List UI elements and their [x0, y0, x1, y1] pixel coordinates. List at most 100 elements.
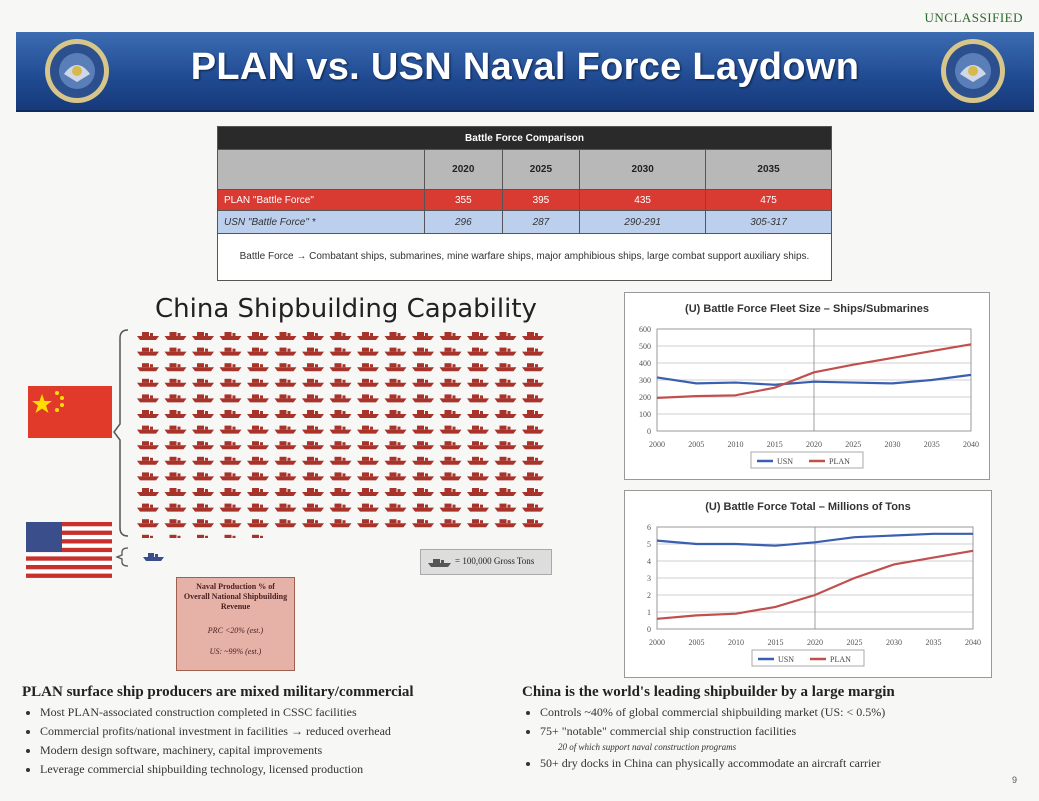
y-tick-label: 0	[647, 427, 651, 436]
china-ship-icon	[247, 410, 269, 418]
bullet-item: 75+ "notable" commercial ship constructi…	[540, 722, 1017, 741]
china-ship-icon	[219, 410, 242, 418]
left-bullets-section: PLAN surface ship producers are mixed mi…	[22, 684, 512, 779]
china-ship-icon	[412, 394, 434, 403]
china-ship-icon	[137, 472, 159, 481]
china-ship-icon	[247, 472, 269, 481]
china-ship-icon	[412, 519, 434, 528]
china-ship-icon	[219, 456, 242, 465]
title-banner: PLAN vs. USN Naval Force Laydown	[16, 32, 1034, 112]
table-cell: 290-291	[579, 210, 707, 234]
china-ship-icon	[522, 363, 544, 372]
china-ship-icon	[494, 441, 517, 450]
x-tick-label: 2040	[965, 638, 981, 647]
table-row: PLAN "Battle Force" 355 395 435 475	[217, 189, 832, 211]
china-ship-icon	[219, 347, 242, 356]
china-ship-icon	[247, 363, 269, 372]
x-tick-label: 2000	[649, 638, 665, 647]
table-title: Battle Force Comparison	[217, 126, 832, 150]
china-ship-icon	[467, 332, 489, 340]
china-ship-icon	[302, 347, 324, 356]
china-ship-icon	[302, 456, 324, 465]
y-tick-label: 100	[639, 410, 651, 419]
naval-production-note: Naval Production % of Overall National S…	[176, 577, 295, 671]
china-ship-icon	[412, 378, 434, 387]
x-tick-label: 2000	[649, 440, 665, 449]
china-ship-icon	[192, 378, 214, 387]
china-ship-icon	[192, 394, 214, 403]
china-ship-icon	[494, 472, 517, 481]
china-ship-icon	[137, 519, 159, 528]
china-ship-icon	[219, 378, 242, 387]
row-label: USN "Battle Force" *	[217, 210, 425, 234]
china-ship-icon	[329, 519, 352, 528]
china-ship-icon	[169, 534, 181, 538]
china-ship-icon	[137, 347, 159, 356]
y-tick-label: 3	[647, 574, 651, 583]
china-bracket	[113, 329, 129, 537]
china-ship-icon	[247, 441, 269, 450]
china-ship-icon	[439, 394, 462, 403]
table-cell: 296	[424, 210, 503, 234]
china-ship-icon	[357, 425, 379, 434]
china-ship-icon	[302, 488, 324, 496]
y-tick-label: 4	[647, 557, 651, 566]
sub-bullet-item: 20 of which support naval construction p…	[558, 742, 737, 752]
china-ship-icon	[247, 503, 269, 512]
battle-force-table: Battle Force Comparison 2020 2025 2030 2…	[217, 126, 832, 281]
china-ship-icon	[274, 378, 297, 387]
china-ship-icon	[439, 347, 462, 356]
china-ship-icon	[357, 410, 379, 418]
table-footnote: Battle Force → Combatant ships, submarin…	[217, 233, 832, 281]
china-ship-icon	[219, 363, 242, 372]
china-ship-icon	[357, 519, 379, 528]
legend-label: = 100,000 Gross Tons	[455, 556, 535, 566]
table-cell: 435	[579, 189, 707, 211]
china-ship-icon	[329, 503, 352, 512]
china-ship-icon	[522, 425, 544, 434]
china-ship-icon	[439, 378, 462, 387]
china-ship-icon	[137, 441, 159, 450]
china-ship-icon	[247, 456, 269, 465]
china-ship-icon	[384, 410, 407, 418]
china-ship-icon	[197, 534, 208, 538]
china-ship-icon	[384, 503, 407, 512]
x-tick-label: 2020	[806, 440, 822, 449]
dod-seal-icon	[941, 39, 1005, 103]
china-ship-icon	[274, 472, 297, 481]
china-ship-icon	[302, 363, 324, 372]
bullet-item: Leverage commercial shipbuilding technol…	[40, 760, 512, 779]
china-ship-icon	[137, 425, 159, 434]
year-header: 2035	[705, 149, 832, 190]
table-cell: 305-317	[705, 210, 832, 234]
china-ship-icon	[164, 488, 187, 496]
china-ship-icon	[384, 378, 407, 387]
china-ship-icon	[329, 488, 352, 496]
table-cell: 355	[424, 189, 503, 211]
china-ship-icon	[164, 347, 187, 356]
china-ship-icon	[384, 332, 407, 340]
china-ship-icon	[384, 472, 407, 481]
series-line-usn	[656, 532, 973, 547]
page-title: PLAN vs. USN Naval Force Laydown	[190, 46, 860, 88]
table-cell: 475	[705, 189, 832, 211]
china-ship-icon	[302, 425, 324, 434]
china-ship-icon	[274, 441, 297, 450]
china-ship-icon	[164, 472, 187, 481]
x-tick-label: 2030	[885, 440, 901, 449]
china-ship-icon	[467, 378, 489, 387]
china-ship-icon	[192, 363, 214, 372]
china-ship-icon	[494, 410, 517, 418]
section-title: China is the world's leading shipbuilder…	[522, 684, 895, 700]
x-tick-label: 2015	[768, 638, 784, 647]
china-ship-icon	[357, 347, 379, 356]
china-ship-icon	[329, 363, 352, 372]
note-us: US: ~99% (est.)	[209, 647, 262, 656]
bullet-item: Commercial profits/national investment i…	[40, 722, 512, 741]
china-ship-icon	[522, 410, 544, 418]
china-ship-icon	[494, 519, 517, 528]
china-ship-icon	[219, 488, 242, 496]
china-ship-icon	[412, 425, 434, 434]
china-ship-icon	[192, 425, 214, 434]
china-ship-icon	[439, 441, 462, 450]
